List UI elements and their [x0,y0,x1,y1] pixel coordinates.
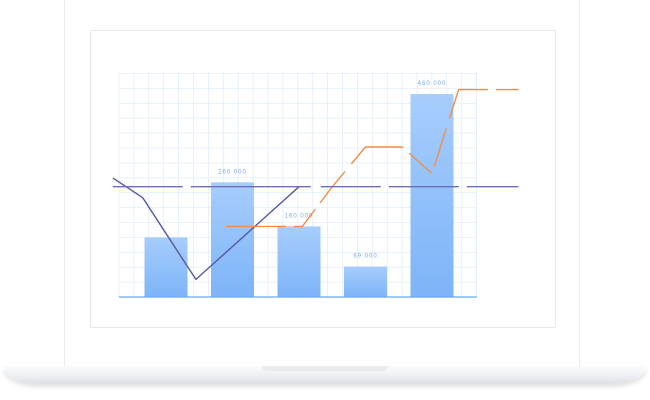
overlay-line-1 [112,177,300,281]
laptop-base [4,366,646,384]
bar-5 [410,94,454,297]
overlay-line-2 [225,88,519,228]
laptop-notch [262,366,388,371]
chart-lines [112,88,519,281]
data-label-5: 460 000 [418,81,447,87]
bar-4 [344,266,387,297]
bar-2 [211,182,254,297]
data-label-3: 160 000 [285,213,314,219]
chart-data-labels: 260 000 160 000 69 000 460 000 [218,81,447,260]
data-label-2: 260 000 [218,169,247,175]
bar-3 [277,226,321,297]
bar-1 [144,237,188,297]
chart-bars [144,94,454,297]
data-label-4: 69 000 [353,254,377,260]
